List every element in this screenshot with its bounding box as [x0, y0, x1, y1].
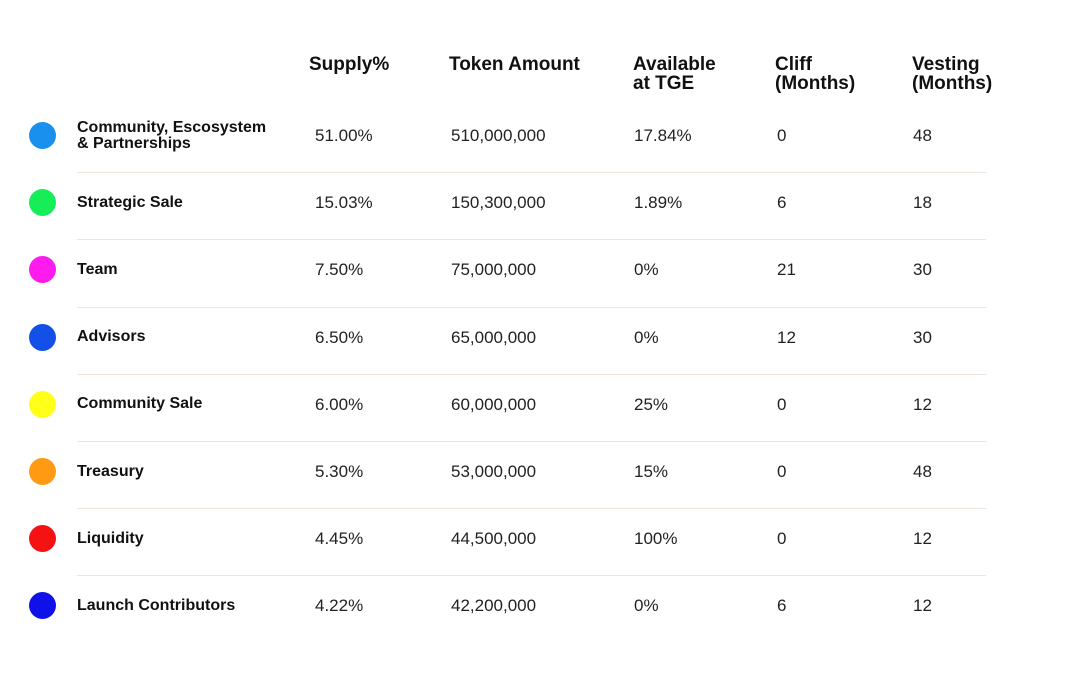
table-row: Team 7.50% 75,000,000 0% 21 30 [0, 240, 1080, 308]
row-label: Treasury [77, 462, 144, 480]
table-row: Treasury 5.30% 53,000,000 15% 0 48 [0, 442, 1080, 510]
supply-cell: 6.00% [315, 394, 364, 414]
available-at-tge-cell: 15% [634, 462, 669, 482]
token-amount-cell: 44,500,000 [451, 529, 537, 549]
available-at-tge-cell: 25% [634, 394, 669, 414]
legend-dot [29, 525, 56, 553]
cliff-cell: 0 [777, 126, 787, 146]
supply-cell: 7.50% [315, 260, 364, 280]
vesting-cell: 12 [913, 596, 932, 616]
cliff-cell: 0 [777, 529, 787, 549]
cliff-cell: 0 [777, 394, 787, 414]
vesting-cell: 12 [913, 394, 932, 414]
token-amount-cell: 60,000,000 [451, 394, 537, 414]
supply-header: Supply% [309, 54, 390, 75]
token-amount-cell: 42,200,000 [451, 596, 537, 616]
vesting-cell: 30 [913, 260, 932, 280]
vesting-cell: 48 [913, 462, 932, 482]
row-divider [77, 508, 986, 510]
row-label: Launch Contributors [77, 596, 236, 614]
token-amount-cell: 75,000,000 [451, 260, 537, 280]
row-label: Community, Escosystem & Partnerships [77, 118, 267, 152]
supply-cell: 5.30% [315, 462, 364, 482]
row-label: Liquidity [77, 529, 144, 547]
token-amount-cell: 53,000,000 [451, 462, 537, 482]
legend-dot [29, 390, 56, 418]
cliff-cell: 6 [777, 596, 787, 616]
row-divider [77, 440, 986, 442]
available-at-tge-cell: 100% [634, 529, 678, 549]
available-at-tge-header: Available at TGE [633, 54, 716, 94]
legend-dot [29, 122, 56, 150]
legend-dot [29, 592, 56, 620]
row-divider [77, 239, 986, 241]
table-row: Strategic Sale 15.03% 150,300,000 1.89% 6 18 [0, 173, 1080, 241]
legend-dot [29, 189, 56, 217]
supply-cell: 15.03% [315, 193, 373, 213]
legend-dot [29, 256, 56, 284]
legend-dot [29, 458, 56, 486]
token-amount-header: Token Amount [449, 54, 580, 75]
vesting-header: Vesting (Months) [912, 54, 993, 94]
available-at-tge-cell: 0% [634, 596, 659, 616]
available-at-tge-cell: 1.89% [634, 193, 683, 213]
table-row: Liquidity 4.45% 44,500,000 100% 0 12 [0, 509, 1080, 577]
row-label: Community Sale [77, 395, 203, 413]
vesting-cell: 12 [913, 529, 932, 549]
row-label: Advisors [77, 328, 146, 346]
vesting-cell: 18 [913, 193, 932, 213]
available-at-tge-cell: 0% [634, 327, 659, 347]
available-at-tge-cell: 0% [634, 260, 659, 280]
cliff-cell: 12 [777, 327, 796, 347]
vesting-cell: 48 [913, 126, 932, 146]
row-divider [77, 306, 986, 308]
supply-cell: 51.00% [315, 126, 373, 146]
row-divider [77, 373, 986, 375]
cliff-cell: 0 [777, 462, 787, 482]
legend-dot [29, 323, 56, 351]
table-row: Advisors 6.50% 65,000,000 0% 12 30 [0, 308, 1080, 375]
token-amount-cell: 510,000,000 [451, 126, 546, 146]
row-divider [77, 575, 986, 577]
table-row: Community Sale 6.00% 60,000,000 25% 0 12 [0, 375, 1080, 442]
row-label: Team [77, 260, 118, 278]
table-row: Community, Escosystem & Partnerships 51.0… [0, 106, 1080, 174]
supply-cell: 6.50% [315, 327, 364, 347]
row-divider [77, 172, 986, 174]
cliff-header: Cliff (Months) [775, 54, 856, 94]
token-amount-cell: 65,000,000 [451, 327, 537, 347]
cliff-cell: 21 [777, 260, 796, 280]
cliff-cell: 6 [777, 193, 787, 213]
table-row: Launch Contributors 4.22% 42,200,000 0% 6 12 [0, 576, 1080, 643]
supply-cell: 4.22% [315, 596, 364, 616]
row-label: Strategic Sale [77, 193, 183, 211]
supply-cell: 4.45% [315, 529, 364, 549]
available-at-tge-cell: 17.84% [634, 126, 692, 146]
token-amount-cell: 150,300,000 [451, 193, 546, 213]
vesting-cell: 30 [913, 327, 932, 347]
